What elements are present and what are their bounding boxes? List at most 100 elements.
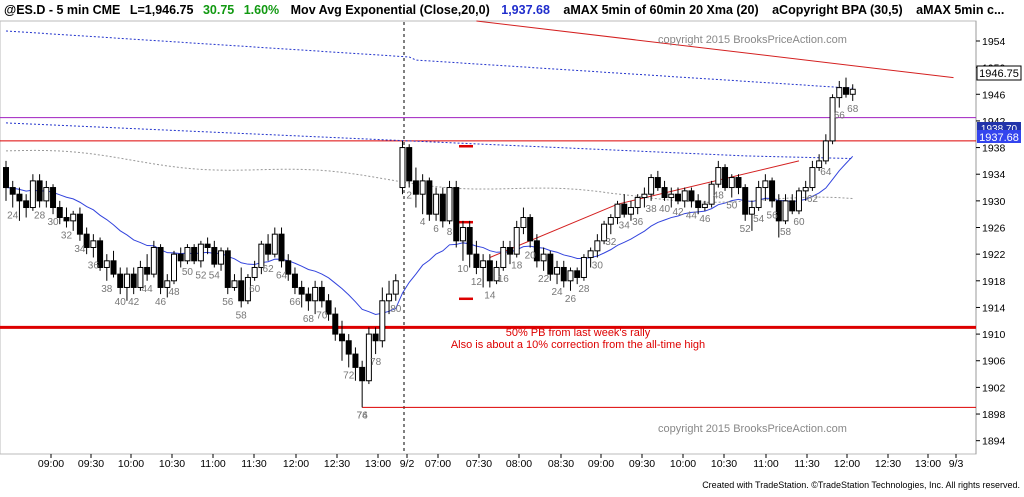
candle-body [627, 207, 634, 215]
bar-number-label: 76 [357, 410, 369, 421]
bar-number-label: 42 [672, 207, 684, 218]
candle-body [822, 140, 829, 162]
candle-body [251, 266, 258, 278]
candle-body [634, 197, 641, 209]
candle-body [695, 200, 702, 209]
candle-body [466, 227, 473, 255]
candle-body [56, 207, 63, 219]
y-tick-label: 1934 [982, 169, 1006, 181]
candle-body [197, 243, 204, 262]
candle-body [83, 233, 90, 248]
max60-upper-line [5, 30, 853, 89]
bar-number-label: 14 [484, 290, 496, 301]
candle-body [157, 246, 164, 288]
candle-body [728, 177, 735, 189]
y-tick-label: 1914 [982, 302, 1006, 314]
x-tick-label: 13:00 [365, 458, 391, 470]
candle-body [339, 333, 345, 342]
bar-number-label: 36 [632, 217, 644, 228]
candle-body [762, 180, 769, 189]
candle-body [513, 227, 520, 255]
candle-body [493, 266, 500, 282]
candle-body [117, 273, 124, 288]
candle-body [285, 260, 292, 275]
y-tick-label: 1938 [982, 143, 1006, 155]
candle-body [601, 223, 608, 242]
candle-body [836, 87, 843, 99]
candle-body [184, 246, 191, 262]
candle-body [164, 280, 171, 288]
candle-body [540, 253, 547, 262]
candle-body [224, 250, 231, 288]
price-tag-level-b-text: 1937.68 [979, 132, 1019, 144]
x-tick-label: 12:30 [875, 458, 901, 470]
bar-number-label: 58 [780, 227, 792, 238]
study1-label: aMAX 5min of 60min 20 Xma (20) [563, 3, 758, 17]
candle-body [392, 280, 399, 295]
header-text: @ES.D - 5 min CME L=1,946.75 30.75 1.60%… [4, 3, 1004, 17]
bar-number-label: 34 [74, 244, 86, 255]
candle-body [265, 243, 272, 255]
candle-body [291, 273, 298, 288]
x-tick-label: 9/3 [949, 458, 964, 470]
candle-body [459, 227, 466, 242]
candle-body [332, 313, 339, 335]
bar-number-label: 52 [740, 224, 752, 235]
bar-number-label: 22 [538, 274, 550, 285]
candle-body [433, 193, 440, 215]
candle-body [580, 256, 587, 278]
bar-number-label: 28 [34, 211, 46, 222]
candle-body [244, 276, 251, 302]
candle-body [829, 97, 836, 142]
candle-body [775, 200, 782, 222]
candle-body [345, 340, 352, 355]
price-tag-last: 1946.75 [976, 65, 1022, 81]
candle-body [9, 187, 16, 195]
change-pct: 1.60% [244, 3, 279, 17]
candle-body [63, 217, 70, 222]
candle-body [735, 177, 742, 189]
candle-body [809, 167, 816, 189]
bar-number-label: 30 [592, 260, 604, 271]
candle-body [507, 246, 513, 255]
candle-body [708, 183, 715, 205]
x-tick-label: 12:00 [283, 458, 309, 470]
candle-body [23, 200, 30, 209]
candle-body [29, 180, 36, 209]
max60-mid-line [5, 122, 853, 160]
x-tick-label: 09:30 [78, 458, 104, 470]
x-tick-label: 08:30 [548, 458, 574, 470]
y-tick-label: 1922 [982, 249, 1006, 261]
y-tick-label: 1946 [982, 89, 1006, 101]
bar-number-label: 34 [619, 221, 631, 232]
candle-body [802, 187, 809, 192]
candle-body [386, 293, 393, 302]
candle-body [473, 253, 480, 268]
candle-body [587, 250, 594, 258]
candle-body [722, 167, 729, 189]
candle-body [90, 240, 97, 248]
candle-body [614, 203, 621, 219]
bar-number-label: 6 [433, 224, 439, 235]
candles-layer [3, 77, 856, 408]
x-tick-label: 07:30 [466, 458, 492, 470]
bar-number-label: 40 [659, 204, 671, 215]
bar-number-label: 24 [551, 287, 563, 298]
candle-body [16, 193, 23, 202]
bar-number-label: 62 [807, 194, 819, 205]
bar-number-label: 68 [847, 104, 859, 115]
bar-number-label: 64 [820, 167, 832, 178]
candle-body [426, 180, 433, 215]
bar-number-label: 54 [753, 214, 765, 225]
y-tick-label: 1918 [982, 276, 1006, 288]
candle-body [547, 253, 554, 275]
candle-body [641, 193, 648, 199]
bar-number-label: 26 [565, 294, 577, 305]
bar-number-label: 42 [128, 297, 140, 308]
bar-number-label: 56 [767, 211, 779, 222]
candle-body [748, 207, 755, 215]
x-tick-label: 12:00 [834, 458, 860, 470]
candle-body [399, 147, 406, 189]
candle-body [305, 293, 312, 302]
